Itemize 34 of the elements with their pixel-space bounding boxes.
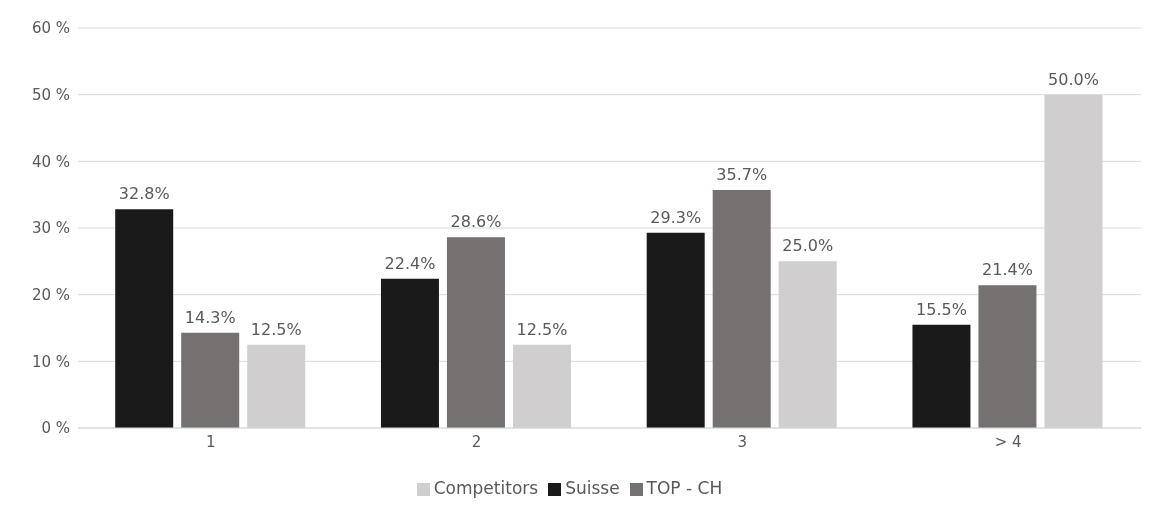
- data-label: 28.6%: [450, 212, 502, 232]
- bar: [712, 190, 771, 428]
- y-tick-label: 40 %: [31, 152, 70, 171]
- bar: [380, 278, 439, 428]
- x-tick-label: 3: [737, 432, 748, 451]
- x-tick-label: 1: [206, 432, 216, 451]
- bar: [912, 324, 971, 428]
- bar: [978, 285, 1037, 428]
- data-label: 25.0%: [782, 236, 834, 256]
- bar: [446, 237, 505, 428]
- y-tick-label: 0 %: [41, 419, 70, 438]
- bar: [115, 209, 174, 428]
- data-label: 50.0%: [1048, 69, 1099, 89]
- bar: [646, 232, 705, 428]
- data-label: 12.5%: [516, 319, 568, 339]
- legend-label: TOP - CH: [646, 478, 723, 498]
- y-tick-label: 10 %: [31, 352, 70, 371]
- y-tick-label: 30 %: [31, 219, 70, 238]
- legend-label: Suisse: [565, 478, 620, 498]
- y-tick-label: 60 %: [31, 19, 70, 38]
- data-label: 15.5%: [916, 299, 967, 319]
- data-label: 29.3%: [650, 207, 702, 227]
- data-label: 32.8%: [118, 184, 170, 204]
- bar: [181, 332, 240, 428]
- data-label: 12.5%: [250, 319, 302, 339]
- data-label: 14.3%: [184, 307, 236, 327]
- y-tick-label: 20 %: [31, 285, 70, 304]
- data-label: 22.4%: [384, 253, 436, 273]
- x-tick-label: 2: [471, 432, 482, 451]
- legend-label: Competitors: [433, 478, 539, 498]
- data-label: 21.4%: [982, 260, 1033, 280]
- y-tick-label: 50 %: [31, 85, 70, 104]
- data-label: 35.7%: [716, 165, 768, 184]
- x-tick-label: > 4: [994, 432, 1022, 451]
